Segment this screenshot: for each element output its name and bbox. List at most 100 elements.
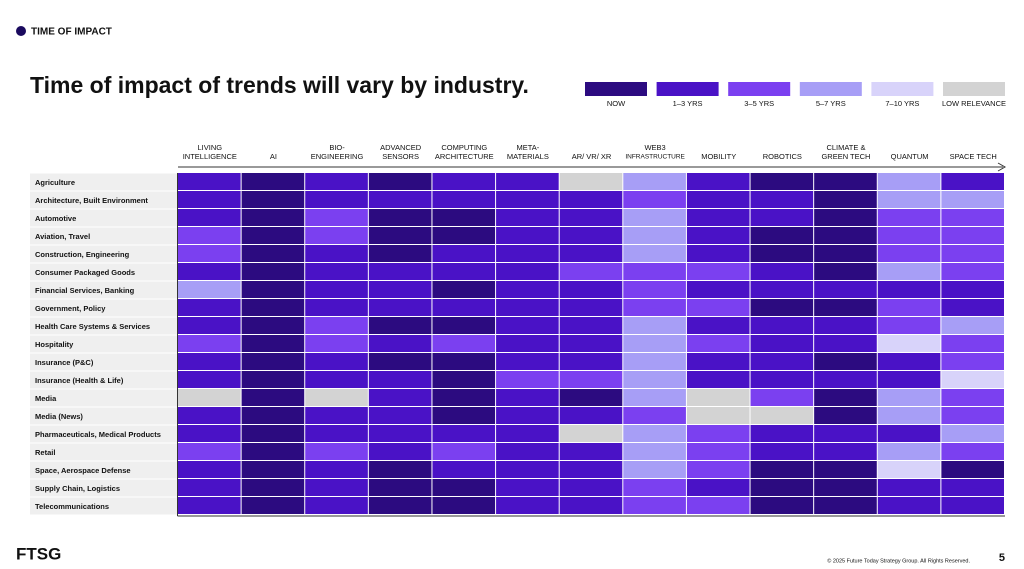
heat-cell: [877, 173, 941, 190]
heat-cell: [368, 335, 432, 352]
heat-cell: [178, 443, 241, 460]
column-header: BIO-: [329, 143, 345, 152]
heat-cell: [496, 227, 559, 244]
heat-cell: [686, 317, 750, 334]
heat-cell: [305, 299, 368, 316]
heat-cell: [623, 299, 686, 316]
heat-cell: [623, 443, 686, 460]
heat-cell: [496, 263, 559, 280]
heat-cell: [814, 191, 877, 208]
heat-cell: [686, 191, 750, 208]
heat-cell: [941, 227, 1004, 244]
heat-cell: [559, 371, 623, 388]
heat-cell: [496, 371, 559, 388]
heat-cell: [368, 299, 432, 316]
row-label: Media: [35, 394, 57, 403]
heat-cell: [241, 371, 305, 388]
heat-cell: [368, 263, 432, 280]
heat-cell: [814, 173, 877, 190]
heat-cell: [496, 209, 559, 226]
heat-cell: [241, 497, 305, 514]
heat-cell: [178, 353, 241, 370]
row-label-bg: [30, 317, 177, 335]
heat-cell: [814, 443, 877, 460]
heat-cell: [750, 245, 814, 262]
row-label: Telecommunications: [35, 502, 109, 511]
column-header: GREEN TECH: [821, 152, 870, 161]
column-header: SENSORS: [382, 152, 419, 161]
heat-cell: [559, 353, 623, 370]
heat-cell: [559, 425, 623, 442]
legend-label: NOW: [607, 99, 626, 108]
heat-cell: [623, 353, 686, 370]
heat-cell: [305, 191, 368, 208]
legend-swatch: [728, 82, 791, 96]
heat-cell: [750, 497, 814, 514]
heat-cell: [623, 371, 686, 388]
column-header: COMPUTING: [441, 143, 487, 152]
heat-cell: [496, 353, 559, 370]
heat-cell: [559, 281, 623, 298]
heat-cell: [941, 443, 1004, 460]
heat-cell: [432, 497, 496, 514]
heat-cell: [941, 407, 1004, 424]
row-label: Automotive: [35, 214, 76, 223]
heat-cell: [941, 299, 1004, 316]
column-header: MOBILITY: [701, 152, 736, 161]
heat-cell: [623, 209, 686, 226]
heat-cell: [305, 353, 368, 370]
heat-cell: [877, 245, 941, 262]
heat-cell: [496, 497, 559, 514]
heat-cell: [368, 281, 432, 298]
heat-cell: [814, 479, 877, 496]
heat-cell: [623, 281, 686, 298]
column-header: INFRASTRUCTURE: [625, 154, 685, 161]
column-header: CLIMATE &: [826, 143, 865, 152]
heat-cell: [178, 173, 241, 190]
heat-cell: [241, 245, 305, 262]
logo: FTSG: [16, 544, 61, 563]
heat-cell: [496, 245, 559, 262]
heat-cell: [305, 497, 368, 514]
heat-cell: [814, 497, 877, 514]
section-label: TIME OF IMPACT: [31, 27, 112, 38]
heat-cell: [814, 407, 877, 424]
heat-cell: [432, 263, 496, 280]
heat-cell: [814, 281, 877, 298]
heat-cell: [178, 317, 241, 334]
heat-cell: [496, 299, 559, 316]
heat-cell: [814, 209, 877, 226]
heat-cell: [305, 209, 368, 226]
heat-cell: [750, 281, 814, 298]
row-label-bg: [30, 371, 177, 389]
heat-cell: [814, 389, 877, 406]
heat-cell: [178, 263, 241, 280]
heat-cell: [686, 371, 750, 388]
heat-cell: [496, 191, 559, 208]
heat-cell: [623, 227, 686, 244]
heat-cell: [241, 317, 305, 334]
column-header: AI: [270, 152, 277, 161]
heat-cell: [877, 353, 941, 370]
heat-cell: [368, 353, 432, 370]
heat-cell: [241, 263, 305, 280]
heat-cell: [241, 173, 305, 190]
heat-cell: [686, 281, 750, 298]
heat-cell: [750, 425, 814, 442]
heat-cell: [559, 461, 623, 478]
heat-cell: [178, 461, 241, 478]
heat-cell: [623, 497, 686, 514]
heat-cell: [941, 245, 1004, 262]
heat-cell: [750, 353, 814, 370]
heat-cell: [559, 407, 623, 424]
column-header: SPACE TECH: [950, 152, 997, 161]
heat-cell: [178, 389, 241, 406]
heat-cell: [178, 371, 241, 388]
heat-cell: [305, 335, 368, 352]
row-label: Space, Aerospace Defense: [35, 466, 131, 475]
row-label-bg: [30, 173, 177, 191]
heat-cell: [368, 407, 432, 424]
heat-cell: [941, 389, 1004, 406]
heat-cell: [496, 173, 559, 190]
heat-cell: [877, 497, 941, 514]
